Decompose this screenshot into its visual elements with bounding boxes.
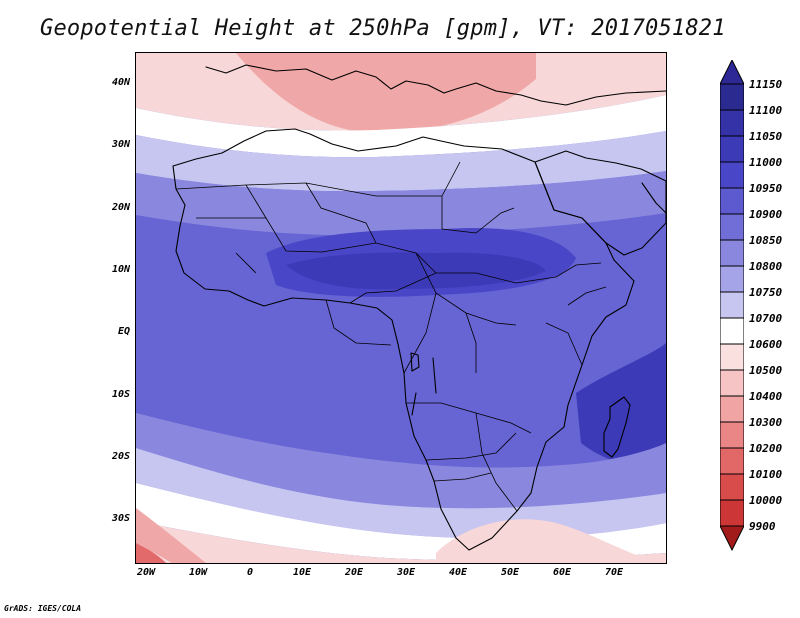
arabia-outline xyxy=(534,150,666,256)
colorbar-segment-10 xyxy=(720,317,744,345)
central-africa-borders xyxy=(325,252,557,374)
coastline-layer xyxy=(172,64,666,551)
lat-label-eq: EQ xyxy=(117,326,130,337)
lon-label-20e: 20E xyxy=(344,567,364,578)
southern-africa-borders xyxy=(406,402,532,512)
colorbar-label-11100: 11100 xyxy=(749,104,783,117)
colorbar-segment-6 xyxy=(720,213,744,241)
lon-label-50e: 50E xyxy=(500,567,520,578)
colorbar-segment-17 xyxy=(720,499,744,527)
lat-label-10n: 10N xyxy=(111,264,130,275)
central-darkest-core xyxy=(286,252,546,290)
lon-label-70e: 70E xyxy=(604,567,624,578)
colorbar-segment-14 xyxy=(720,421,744,449)
colorbar-label-9900: 9900 xyxy=(749,520,776,533)
page-title: Geopotential Height at 250hPa [gpm], VT:… xyxy=(40,16,726,41)
colorbar-label-11050: 11050 xyxy=(749,130,783,143)
southwest-pink-corner xyxy=(136,508,206,563)
lat-label-20s: 20S xyxy=(111,451,130,462)
colorbar-label-10900: 10900 xyxy=(749,208,783,221)
lat-label-20n: 20N xyxy=(111,202,130,213)
colorbar-label-10300: 10300 xyxy=(749,416,783,429)
colorbar-segment-2 xyxy=(720,109,744,137)
colorbar-segment-3 xyxy=(720,135,744,163)
africa-coastline xyxy=(172,128,635,551)
colorbar-top-arrow xyxy=(720,60,744,85)
colorbar-segment-7 xyxy=(720,239,744,267)
lon-label-0: 0 xyxy=(246,567,254,578)
northern-lavender-band xyxy=(136,131,666,192)
colorbar-label-10400: 10400 xyxy=(749,390,783,403)
lon-label-20w: 20W xyxy=(136,567,156,578)
field-layer xyxy=(136,53,666,563)
map-panel[interactable] xyxy=(135,52,667,564)
indian-ocean-dark-blob xyxy=(576,343,666,467)
grads-credit: GrADS: IGES/COLA xyxy=(4,604,82,613)
colorbar-label-10000: 10000 xyxy=(749,494,783,507)
country-border-layer xyxy=(175,161,607,512)
colorbar-bottom-arrow xyxy=(720,525,744,552)
lat-label-30n: 30N xyxy=(111,139,130,150)
northern-red-lobe xyxy=(236,53,536,134)
colorbar-label-10700: 10700 xyxy=(749,312,783,325)
colorbar-label-10600: 10600 xyxy=(749,338,783,351)
lon-label-30e: 30E xyxy=(396,567,416,578)
colorbar-segment-12 xyxy=(720,369,744,397)
lon-label-10e: 10E xyxy=(292,567,312,578)
colorbar-segment-5 xyxy=(720,187,744,215)
northern-light-blue-band xyxy=(136,171,666,236)
mediterranean-north-coast xyxy=(205,64,666,106)
colorbar-label-10850: 10850 xyxy=(749,234,783,247)
map-svg[interactable] xyxy=(136,53,666,563)
colorbar-label-10750: 10750 xyxy=(749,286,783,299)
colorbar xyxy=(720,60,744,552)
colorbar-segment-8 xyxy=(720,265,744,293)
india-coast-outline xyxy=(641,182,666,214)
southwest-red-corner xyxy=(136,543,166,563)
colorbar-label-10100: 10100 xyxy=(749,468,783,481)
colorbar-label-10950: 10950 xyxy=(749,182,783,195)
great-lakes xyxy=(410,352,437,416)
northern-white-band xyxy=(136,95,666,158)
colorbar-segment-1 xyxy=(720,83,744,111)
southern-pink-band xyxy=(136,521,666,563)
colorbar-segment-11 xyxy=(720,343,744,371)
lon-label-40e: 40E xyxy=(448,567,468,578)
colorbar-label-11000: 11000 xyxy=(749,156,783,169)
colorbar-segment-4 xyxy=(720,161,744,189)
lat-label-30s: 30S xyxy=(111,513,130,524)
lon-label-60e: 60E xyxy=(552,567,572,578)
colorbar-label-10800: 10800 xyxy=(749,260,783,273)
lat-label-40n: 40N xyxy=(111,77,130,88)
horn-borders xyxy=(545,262,607,366)
colorbar-segment-13 xyxy=(720,395,744,423)
colorbar-segment-9 xyxy=(720,291,744,319)
colorbar-label-10500: 10500 xyxy=(749,364,783,377)
colorbar-label-11150: 11150 xyxy=(749,78,783,91)
southern-lavender-band xyxy=(136,448,666,539)
colorbar-segment-16 xyxy=(720,473,744,501)
madagascar-outline xyxy=(603,396,631,458)
colorbar-label-10200: 10200 xyxy=(749,442,783,455)
lon-label-10w: 10W xyxy=(188,567,208,578)
colorbar-segment-15 xyxy=(720,447,744,475)
southeast-pink-lobe xyxy=(436,519,656,563)
lat-label-10s: 10S xyxy=(111,389,130,400)
sahara-borders xyxy=(175,161,515,274)
